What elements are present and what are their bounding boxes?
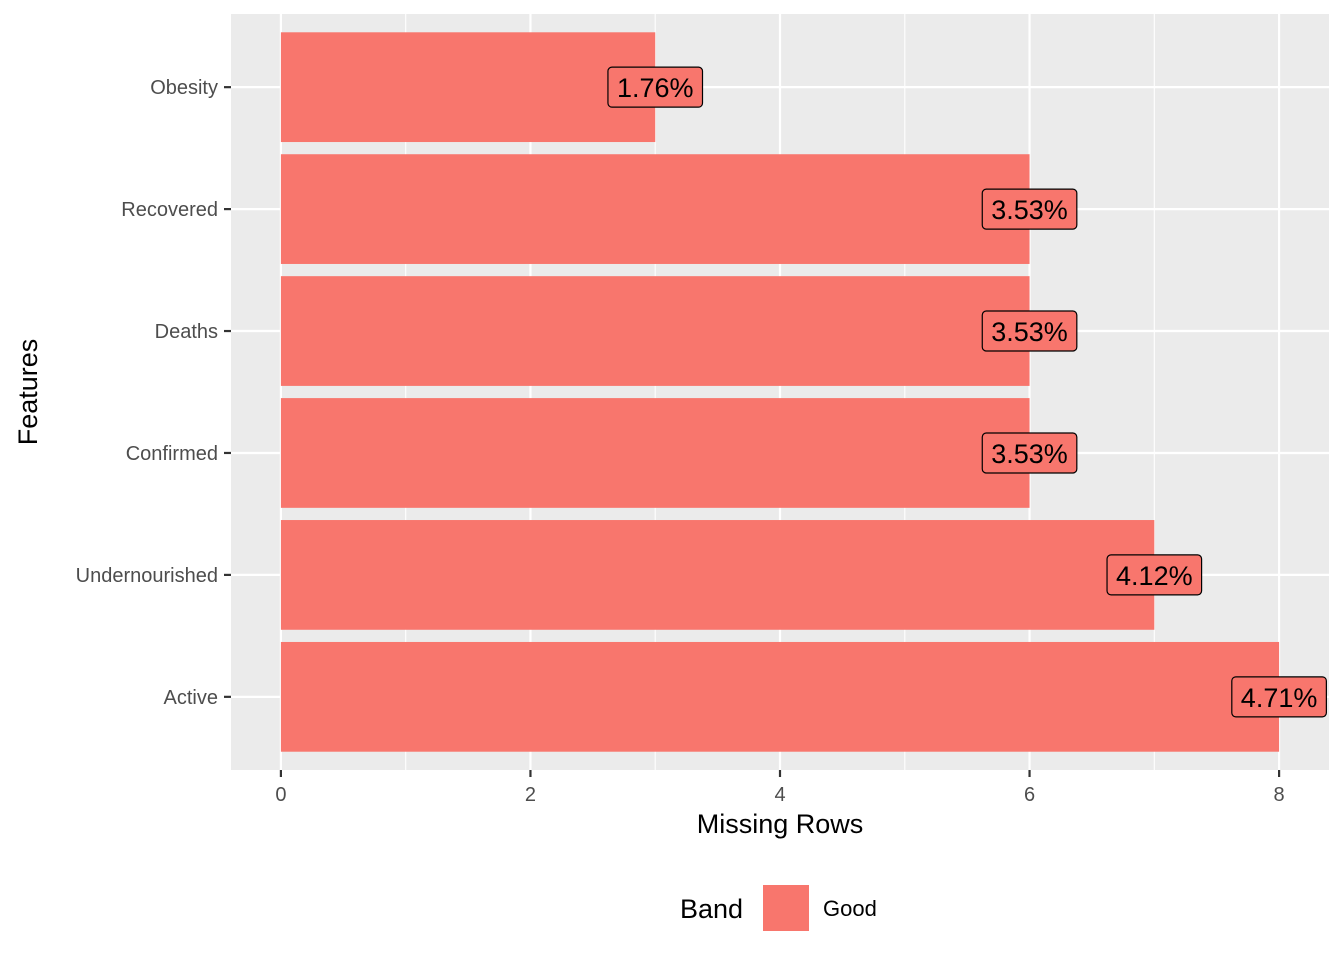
data-label-text: 4.71% xyxy=(1241,683,1318,713)
data-label-deaths: 3.53% xyxy=(981,310,1078,352)
bar-active xyxy=(280,641,1280,752)
y-axis: Obesity Recovered Deaths Confirmed Undernour… xyxy=(76,77,231,709)
data-label-text: 3.53% xyxy=(991,317,1068,347)
data-label-box xyxy=(1106,554,1203,596)
x-axis: 0 2 4 6 8 xyxy=(275,770,1285,806)
y-tick-label-recovered: Recovered xyxy=(121,199,218,221)
y-tick-label-obesity: Obesity xyxy=(150,77,218,99)
legend-key-good xyxy=(763,885,809,931)
data-label-active: 4.71% xyxy=(1231,676,1327,718)
legend: Band Good xyxy=(680,885,877,931)
data-label-recovered: 3.53% xyxy=(981,188,1078,230)
y-tick-label-confirmed: Confirmed xyxy=(126,443,218,465)
bar-obesity xyxy=(280,32,656,143)
x-tick-label: 6 xyxy=(1024,784,1035,806)
data-label-confirmed: 3.53% xyxy=(981,432,1078,474)
data-label-text: 1.76% xyxy=(617,73,694,103)
y-axis-title: Features xyxy=(13,339,43,446)
data-label-text: 4.12% xyxy=(1116,561,1193,591)
data-label-box xyxy=(981,188,1078,230)
y-tick-label-undernourished: Undernourished xyxy=(76,565,218,587)
bar-recovered xyxy=(280,154,1030,264)
legend-label-good: Good xyxy=(823,896,877,921)
y-tick-label-active: Active xyxy=(164,687,218,709)
data-label-box xyxy=(981,310,1078,352)
x-axis-title: Missing Rows xyxy=(697,809,864,839)
data-label-undernourished: 4.12% xyxy=(1106,554,1203,596)
bar-undernourished xyxy=(280,520,1155,630)
x-tick-label: 2 xyxy=(525,784,536,806)
bars xyxy=(280,32,1280,752)
bar-confirmed xyxy=(280,398,1030,508)
data-label-box xyxy=(607,66,704,108)
data-label-box xyxy=(1231,676,1327,718)
data-label-box xyxy=(981,432,1078,474)
x-tick-label: 0 xyxy=(275,784,286,806)
legend-title: Band xyxy=(680,894,743,924)
x-tick-label: 8 xyxy=(1274,784,1285,806)
data-label-text: 3.53% xyxy=(991,439,1068,469)
x-tick-label: 4 xyxy=(774,784,785,806)
data-labels: 1.76% 3.53% 3.53% 3.53% 4.12% 4.71% xyxy=(607,66,1327,718)
data-label-text: 3.53% xyxy=(991,195,1068,225)
y-tick-label-deaths: Deaths xyxy=(155,321,218,343)
data-label-obesity: 1.76% xyxy=(607,66,704,108)
bar-deaths xyxy=(280,276,1030,386)
